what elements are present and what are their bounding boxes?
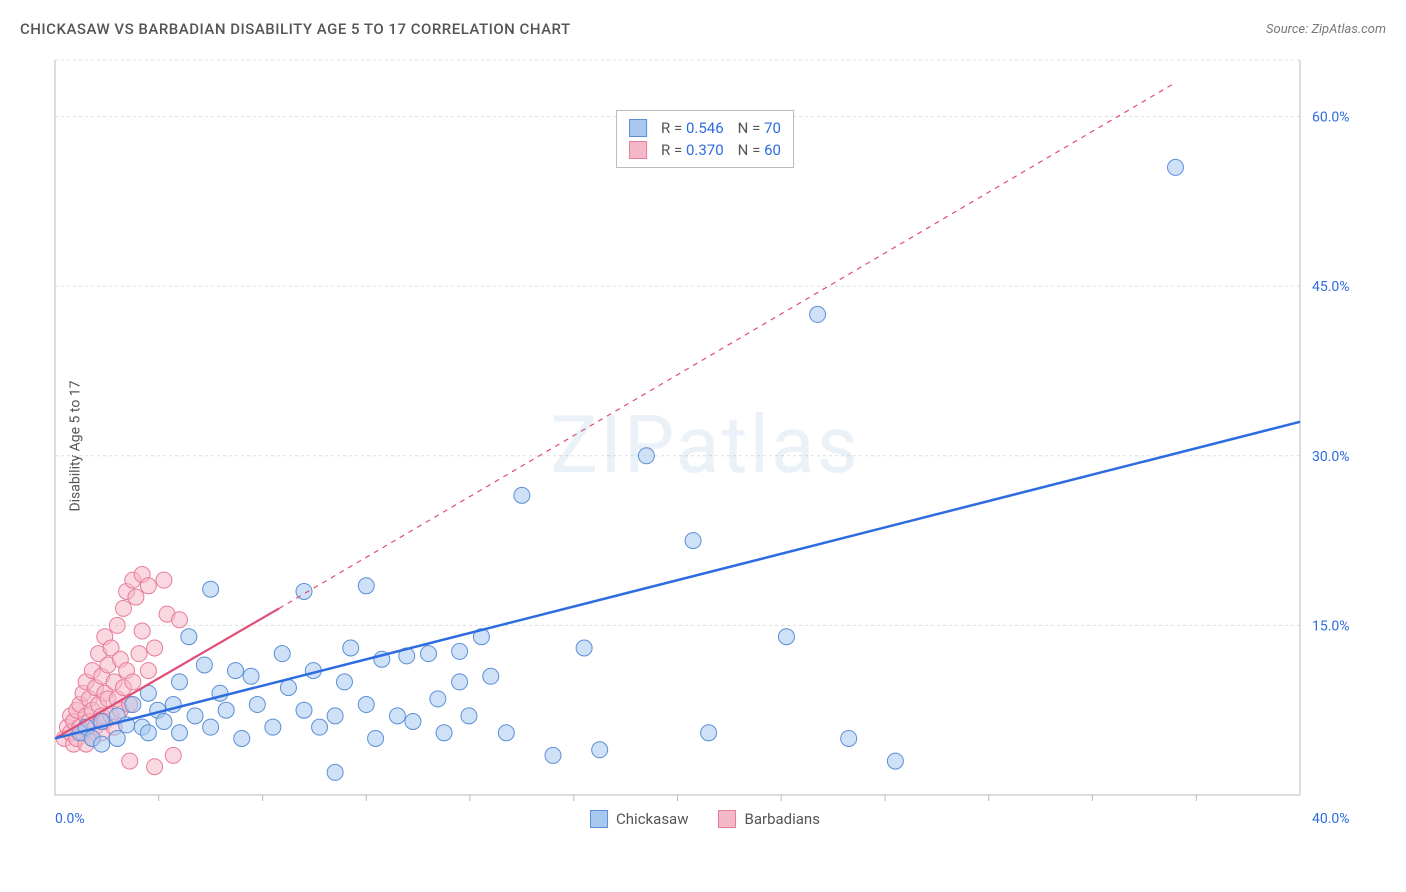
stats-row-1: R = 0.546 N = 70	[629, 117, 781, 139]
n-value-1: 70	[764, 119, 781, 137]
n-label: N =	[738, 119, 761, 137]
svg-text:30.0%: 30.0%	[1312, 449, 1350, 465]
n-label: N =	[738, 141, 761, 159]
source-prefix: Source:	[1266, 22, 1311, 37]
legend-item-2: Barbadians	[719, 810, 820, 828]
bottom-legend: Chickasaw Barbadians	[590, 810, 820, 828]
stats-box: R = 0.546 N = 70 R = 0.370 N = 60	[616, 110, 794, 168]
svg-text:45.0%: 45.0%	[1312, 279, 1350, 295]
r-label: R =	[661, 141, 682, 159]
legend-swatch-2	[719, 810, 737, 828]
svg-text:40.0%: 40.0%	[1312, 811, 1350, 827]
svg-text:60.0%: 60.0%	[1312, 110, 1350, 126]
r-value-2: 0.370	[686, 141, 724, 159]
n-value-2: 60	[764, 141, 781, 159]
svg-text:15.0%: 15.0%	[1312, 618, 1350, 634]
legend-swatch-1	[590, 810, 608, 828]
legend-label-1: Chickasaw	[616, 810, 688, 828]
swatch-series-1	[629, 119, 647, 137]
source-name: ZipAtlas.com	[1311, 22, 1386, 37]
r-value-1: 0.546	[686, 119, 724, 137]
scatter-plot: 15.0% 30.0% 45.0% 60.0% 0.0% 40.0%	[50, 50, 1360, 840]
chart-area: 15.0%30.0%45.0%60.0%0.0%40.0% ZIPatlas R…	[50, 50, 1360, 840]
chart-title: CHICKASAW VS BARBADIAN DISABILITY AGE 5 …	[20, 20, 571, 38]
stats-row-2: R = 0.370 N = 60	[629, 139, 781, 161]
swatch-series-2	[629, 141, 647, 159]
legend-item-1: Chickasaw	[590, 810, 688, 828]
source-attribution: Source: ZipAtlas.com	[1266, 22, 1386, 37]
svg-text:0.0%: 0.0%	[55, 811, 85, 827]
r-label: R =	[661, 119, 682, 137]
legend-label-2: Barbadians	[745, 810, 820, 828]
